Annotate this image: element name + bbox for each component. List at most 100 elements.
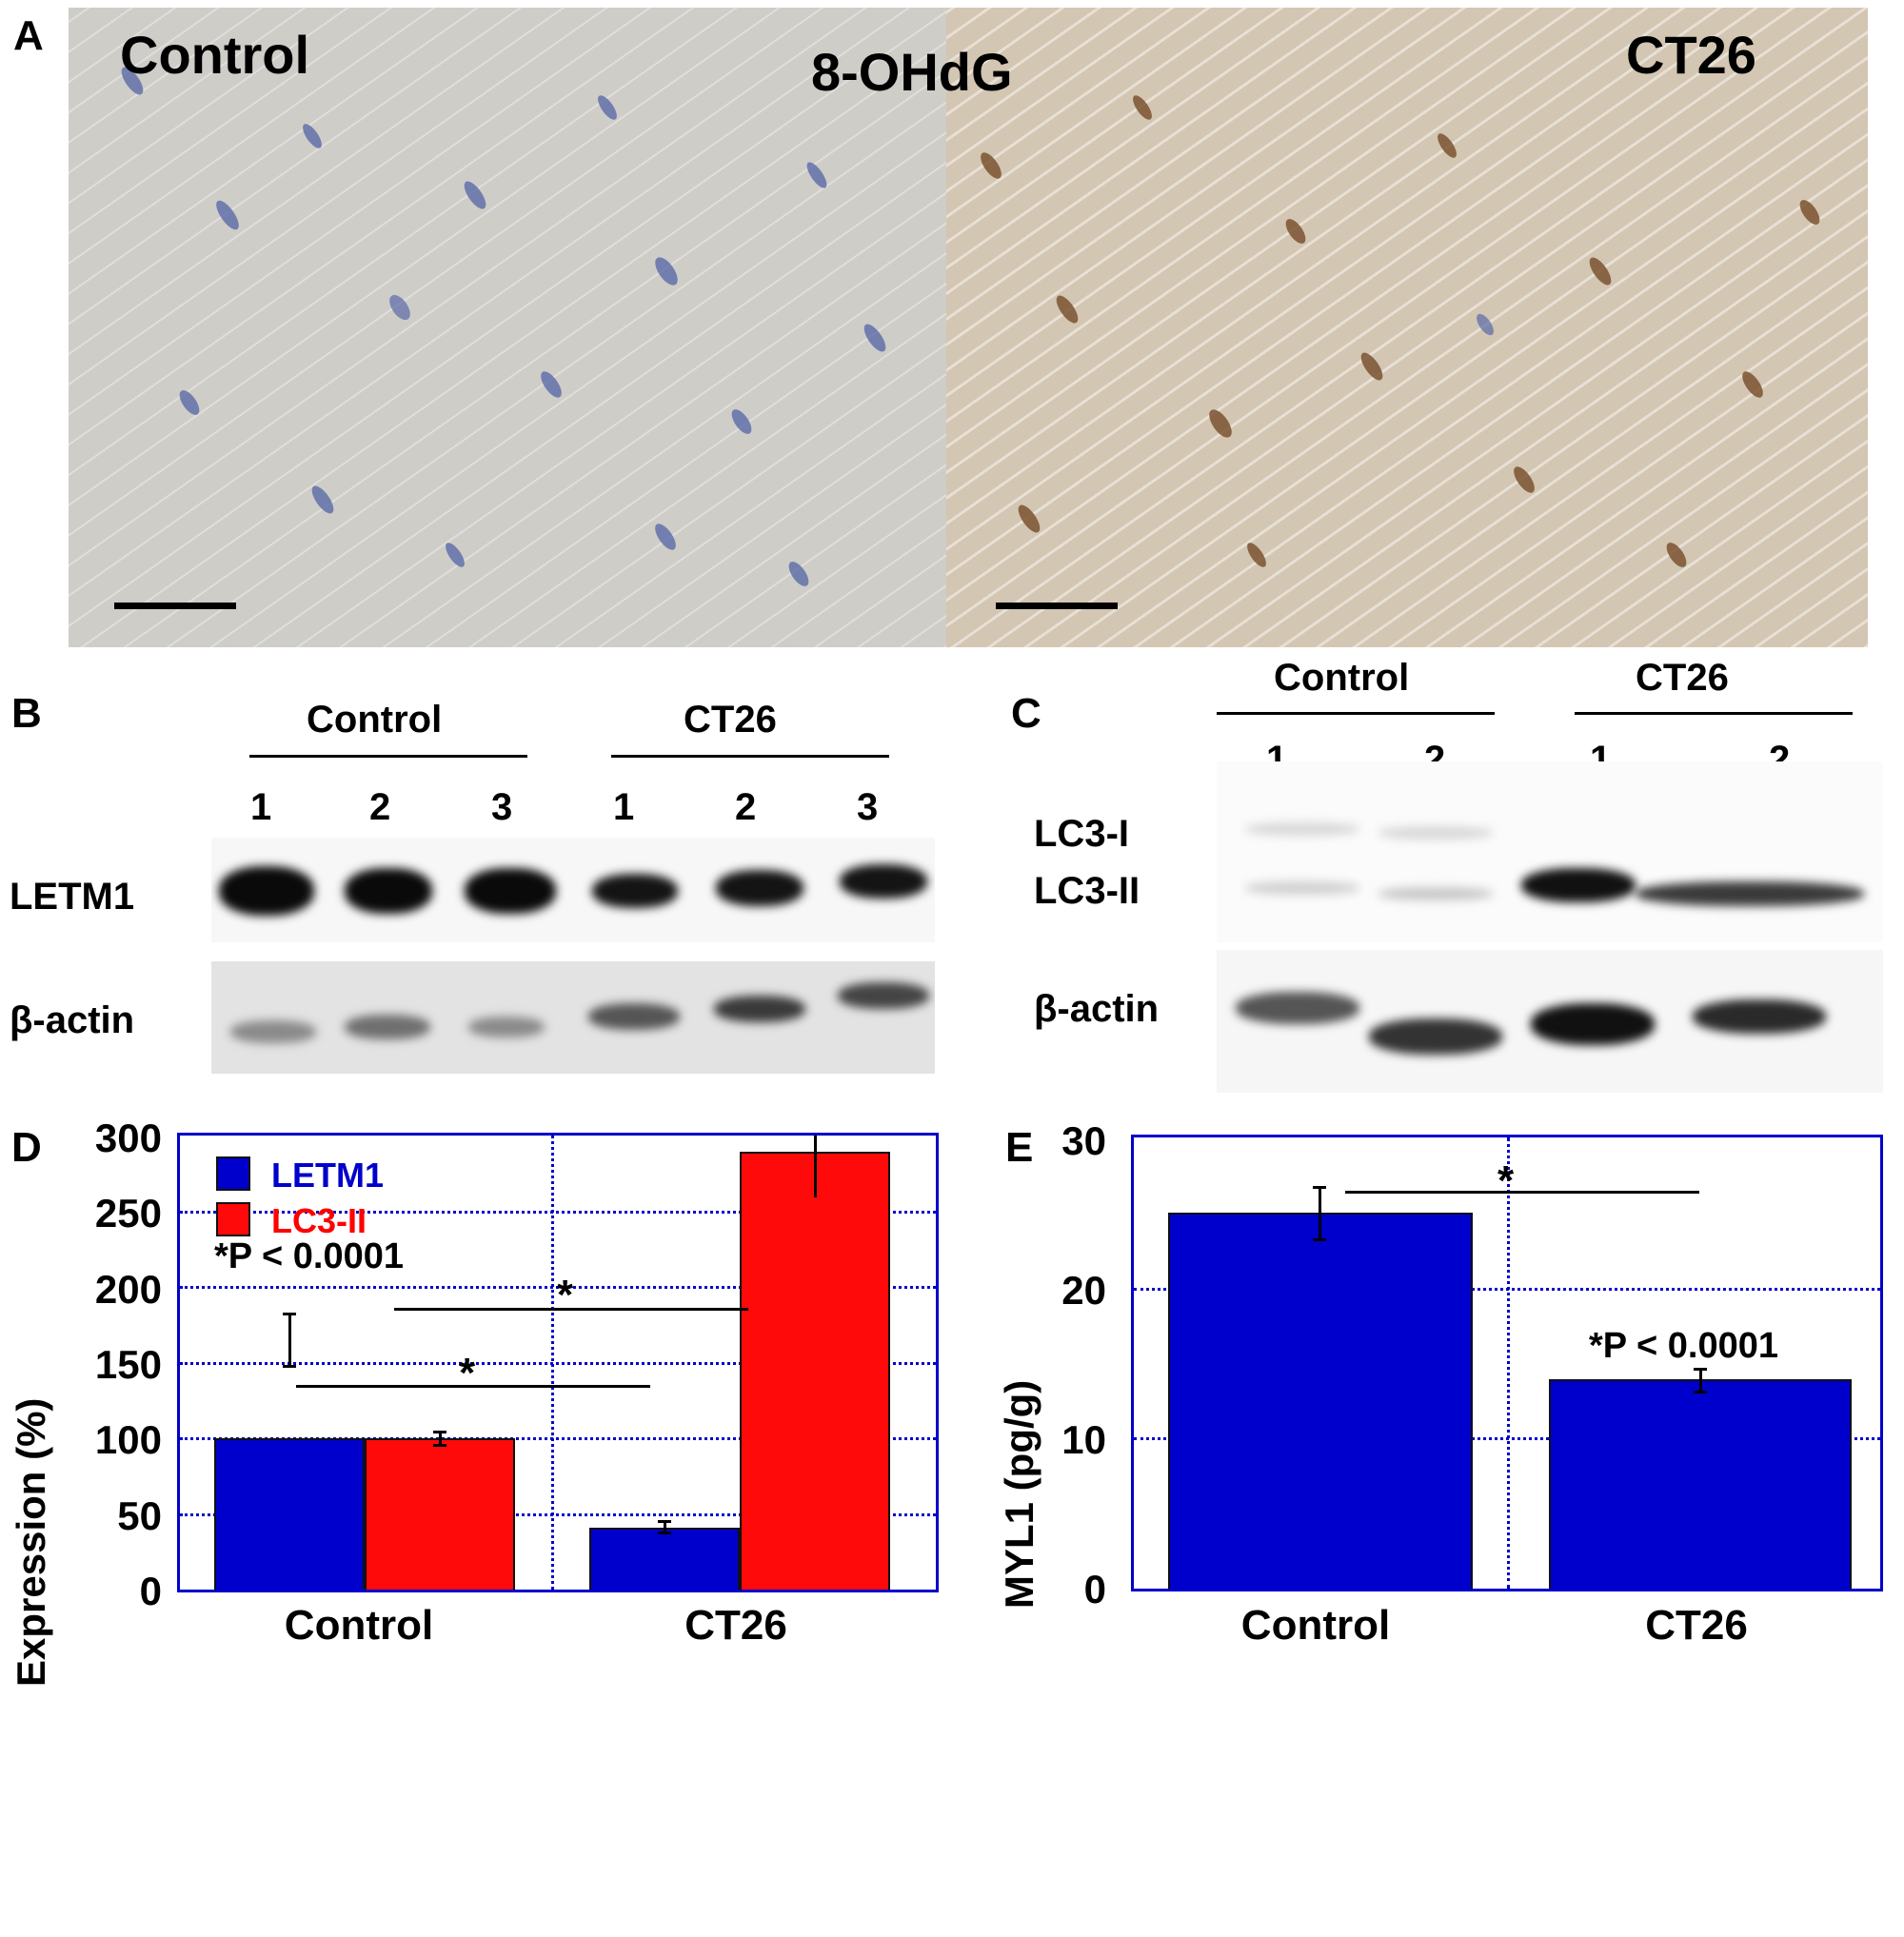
y-axis-title: MYL1 (pg/g) (997, 1379, 1041, 1609)
band (1245, 822, 1359, 836)
chart-d-plot-area: * * LETM1 LC3-II *P < 0.0001 (177, 1133, 939, 1592)
y-axis-title: Expression (%) (9, 1397, 53, 1687)
band (1236, 992, 1359, 1024)
error-bar-cap (433, 1431, 446, 1433)
significance-star: * (459, 1350, 476, 1396)
histology-ct26-image: CT26 (946, 8, 1868, 647)
nucleus (784, 558, 813, 590)
scale-bar (114, 603, 236, 609)
y-tick: 30 (1061, 1118, 1106, 1163)
blot-row-label-lc3-i: LC3-I (1034, 813, 1129, 855)
blot-lc3-strip (1217, 761, 1883, 942)
group-line (1217, 712, 1495, 715)
nucleus (175, 386, 204, 419)
blot-row-label-lc3-ii: LC3-II (1034, 870, 1140, 912)
x-category-control: Control (284, 1602, 434, 1649)
band (345, 1015, 430, 1039)
blot-c-group-ct26: CT26 (1636, 657, 1729, 699)
band (592, 874, 678, 908)
nucleus (460, 178, 490, 212)
error-bar-cap (1694, 1391, 1707, 1393)
nucleus (1795, 196, 1824, 228)
error-bar (288, 1313, 291, 1367)
significance-star: * (557, 1272, 574, 1318)
nucleus (650, 253, 683, 289)
y-tick: 20 (1061, 1268, 1106, 1313)
bar-ct26-letm1 (589, 1528, 740, 1590)
nucleus (1738, 367, 1767, 402)
nucleus (1473, 310, 1497, 339)
blot-letm1-strip (211, 838, 935, 942)
x-category-ct26: CT26 (1645, 1602, 1748, 1649)
nucleus (1129, 92, 1156, 123)
lane-number: 2 (735, 786, 757, 828)
error-bar-cap (658, 1520, 671, 1523)
y-tick: 0 (139, 1569, 162, 1613)
panel-letter-e: E (1005, 1124, 1034, 1171)
panel-letter-a: A (13, 12, 44, 59)
nucleus (1243, 540, 1270, 570)
lane-number: 3 (857, 786, 879, 828)
lane-number: 1 (613, 786, 635, 828)
nucleus (977, 148, 1005, 183)
nucleus (1204, 405, 1237, 442)
gridline (180, 1211, 936, 1214)
blot-b-group-ct26: CT26 (684, 699, 777, 741)
histology-ct26-label: CT26 (1626, 25, 1756, 85)
error-bar-cap (1313, 1186, 1326, 1189)
nucleus (1585, 254, 1616, 288)
band (588, 1003, 680, 1030)
gridline (180, 1286, 936, 1289)
group-line (1575, 712, 1853, 715)
band (219, 866, 314, 916)
significance-line (394, 1308, 748, 1311)
x-category-control: Control (1240, 1602, 1391, 1649)
legend-swatch-letm1 (216, 1156, 250, 1191)
blot-b-group-control: Control (307, 699, 443, 741)
bar-ct26-myl1 (1549, 1379, 1852, 1589)
panel-letter-c: C (1011, 690, 1041, 737)
gridline (551, 1136, 554, 1590)
error-bar-cap (1694, 1368, 1707, 1371)
band (714, 996, 805, 1022)
error-bar (664, 1520, 666, 1533)
error-bar-cap (658, 1532, 671, 1534)
nucleus (803, 159, 831, 191)
legend-label-letm1: LETM1 (271, 1156, 385, 1195)
band (716, 870, 803, 906)
bar-control-myl1 (1168, 1213, 1473, 1589)
chart-e-plot-area: * *P < 0.0001 (1131, 1135, 1883, 1591)
gridline (180, 1513, 936, 1516)
y-tick: 0 (1083, 1567, 1106, 1611)
nucleus (211, 197, 244, 233)
error-bar (1319, 1186, 1321, 1240)
lane-number: 2 (369, 786, 391, 828)
y-tick: 50 (117, 1493, 162, 1538)
panel-letter-d: D (11, 1124, 42, 1171)
blot-beta-actin-strip (211, 961, 935, 1074)
nucleus (1281, 215, 1310, 247)
y-tick: 100 (94, 1417, 162, 1462)
band (1369, 1018, 1502, 1055)
error-bar (439, 1431, 442, 1446)
bar-control-lc3-ii (365, 1438, 515, 1590)
band (1636, 881, 1864, 906)
error-bar-cap (1313, 1238, 1326, 1241)
histology-control-image: Control (69, 8, 946, 647)
nucleus (727, 405, 756, 438)
band (468, 1017, 545, 1038)
nucleus (860, 321, 890, 355)
group-line (611, 755, 889, 758)
band (1245, 881, 1359, 895)
blot-c-beta-actin-strip (1217, 950, 1883, 1093)
nucleus (442, 540, 468, 570)
nucleus (1434, 130, 1460, 161)
blot-c-group-control: Control (1274, 657, 1410, 699)
blot-row-label-beta-actin: β-actin (10, 999, 135, 1041)
nucleus (299, 121, 326, 151)
significance-line (1345, 1191, 1699, 1194)
band (1531, 1003, 1655, 1045)
scale-bar (996, 603, 1118, 609)
band (840, 864, 927, 899)
band (230, 1020, 316, 1043)
